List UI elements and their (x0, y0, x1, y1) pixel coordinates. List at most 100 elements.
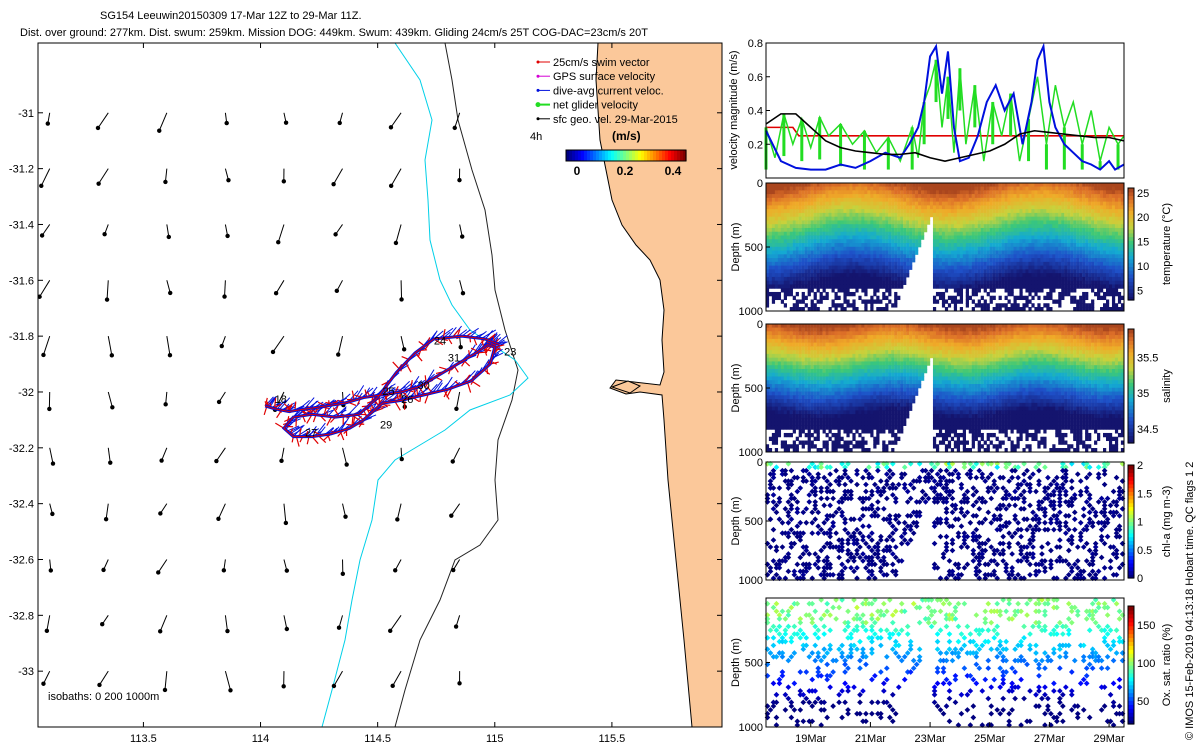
temperature-cell (947, 205, 952, 210)
temperature-cell (968, 231, 972, 237)
temperature-cell (1120, 246, 1125, 252)
temperature-cell (944, 269, 949, 274)
temperature-cell (909, 250, 913, 255)
temperature-cell (822, 220, 826, 225)
temperature-cell (938, 194, 943, 199)
temperature-cell (1120, 205, 1125, 210)
sfc-velocity-arrow (159, 447, 168, 463)
salinity-cell (768, 353, 773, 359)
temperature-cell (864, 205, 868, 210)
temperature-cell (989, 246, 993, 252)
temperature-cell (1091, 243, 1095, 248)
temperature-cell (840, 235, 844, 240)
temperature-cell (1037, 295, 1041, 301)
temperature-cell (864, 254, 868, 259)
temperature-cell (1073, 250, 1077, 255)
salinity-cell (765, 387, 770, 393)
temperature-cell (1103, 239, 1107, 244)
temperature-cell (986, 250, 990, 255)
temperature-cell (807, 231, 811, 237)
temperature-cell (1022, 182, 1026, 188)
temperature-cell (1013, 216, 1017, 221)
temperature-cell (995, 303, 999, 308)
temperature-cell (831, 194, 835, 199)
temperature-cell (974, 273, 978, 278)
temperature-cell (876, 269, 880, 274)
temperature-cell (792, 246, 796, 252)
swim-vector (392, 361, 400, 370)
temperature-cell (855, 307, 859, 312)
temperature-cell (1031, 231, 1035, 237)
map-colorbar: 0 0.2 0.4 (565, 149, 687, 178)
temperature-cell (777, 201, 782, 206)
temperature-cell (1001, 254, 1005, 259)
temperature-cell (840, 197, 844, 203)
temperature-cell (1088, 269, 1092, 274)
temperature-cell (924, 186, 928, 191)
temperature-cell (1085, 303, 1089, 308)
temperature-cell (834, 201, 838, 206)
temperature-cell (1091, 261, 1095, 267)
temperature-cell (1034, 231, 1038, 237)
temperature-cell (864, 299, 868, 304)
temperature-cell (1094, 182, 1098, 188)
temperature-cell (1010, 288, 1014, 293)
temperature-cell (1001, 261, 1005, 267)
temperature-cell (807, 291, 811, 297)
salinity-cell (801, 361, 805, 366)
temperature-cell (888, 269, 892, 274)
temperature-cell (935, 299, 940, 304)
temperature-cell (1108, 288, 1113, 293)
temperature-cell (798, 190, 802, 195)
temperature-cell (977, 265, 981, 270)
temperature-cell (1094, 216, 1098, 221)
temperature-cell (938, 258, 943, 263)
temperature-cell (1082, 303, 1086, 308)
temperature-cell (810, 288, 814, 293)
temperature-cell (801, 231, 805, 237)
temperature-cell (1114, 190, 1119, 195)
temperature-cell (1094, 227, 1098, 233)
temperature-cell (1091, 280, 1095, 285)
temperature-cell (1091, 212, 1095, 218)
temperature-cell (950, 209, 955, 214)
temperature-cell (992, 276, 996, 282)
temperature-cell (831, 265, 835, 270)
temperature-cell (801, 194, 805, 199)
temperature-cell (849, 190, 853, 195)
temperature-cell (980, 231, 984, 237)
temperature-cell (956, 291, 961, 297)
temperature-cell (780, 273, 785, 278)
temperature-cell (935, 227, 940, 233)
temperature-cell (971, 224, 975, 229)
temperature-cell (900, 235, 904, 240)
temperature-cell (918, 209, 922, 214)
temperature-cell (944, 194, 949, 199)
swim-vector (471, 380, 481, 387)
salinity-cell (768, 425, 773, 430)
temperature-cell (1025, 235, 1029, 240)
temperature-cell (962, 243, 966, 248)
temperature-cell (858, 186, 862, 191)
legend-marker (535, 102, 541, 108)
temperature-cell (1061, 284, 1065, 289)
temperature-cell (924, 197, 928, 203)
temperature-cell (789, 291, 793, 297)
temperature-cell (840, 231, 844, 237)
temperature-cell (873, 276, 877, 282)
temperature-cell (894, 295, 898, 301)
temperature-cell (1120, 261, 1125, 267)
salinity-cell (795, 391, 799, 396)
temperature-cell (1028, 280, 1032, 285)
temperature-cell (876, 190, 880, 195)
temperature-cell (1105, 209, 1110, 214)
temperature-cell (1049, 235, 1053, 240)
temperature-cell (1004, 303, 1008, 308)
temperature-cell (792, 194, 796, 199)
salinity-cell (780, 346, 785, 351)
temperature-cell (843, 295, 847, 301)
temperature-cell (831, 246, 835, 252)
temperature-cell (882, 205, 886, 210)
temperature-cell (909, 216, 913, 221)
temperature-cell (992, 288, 996, 293)
